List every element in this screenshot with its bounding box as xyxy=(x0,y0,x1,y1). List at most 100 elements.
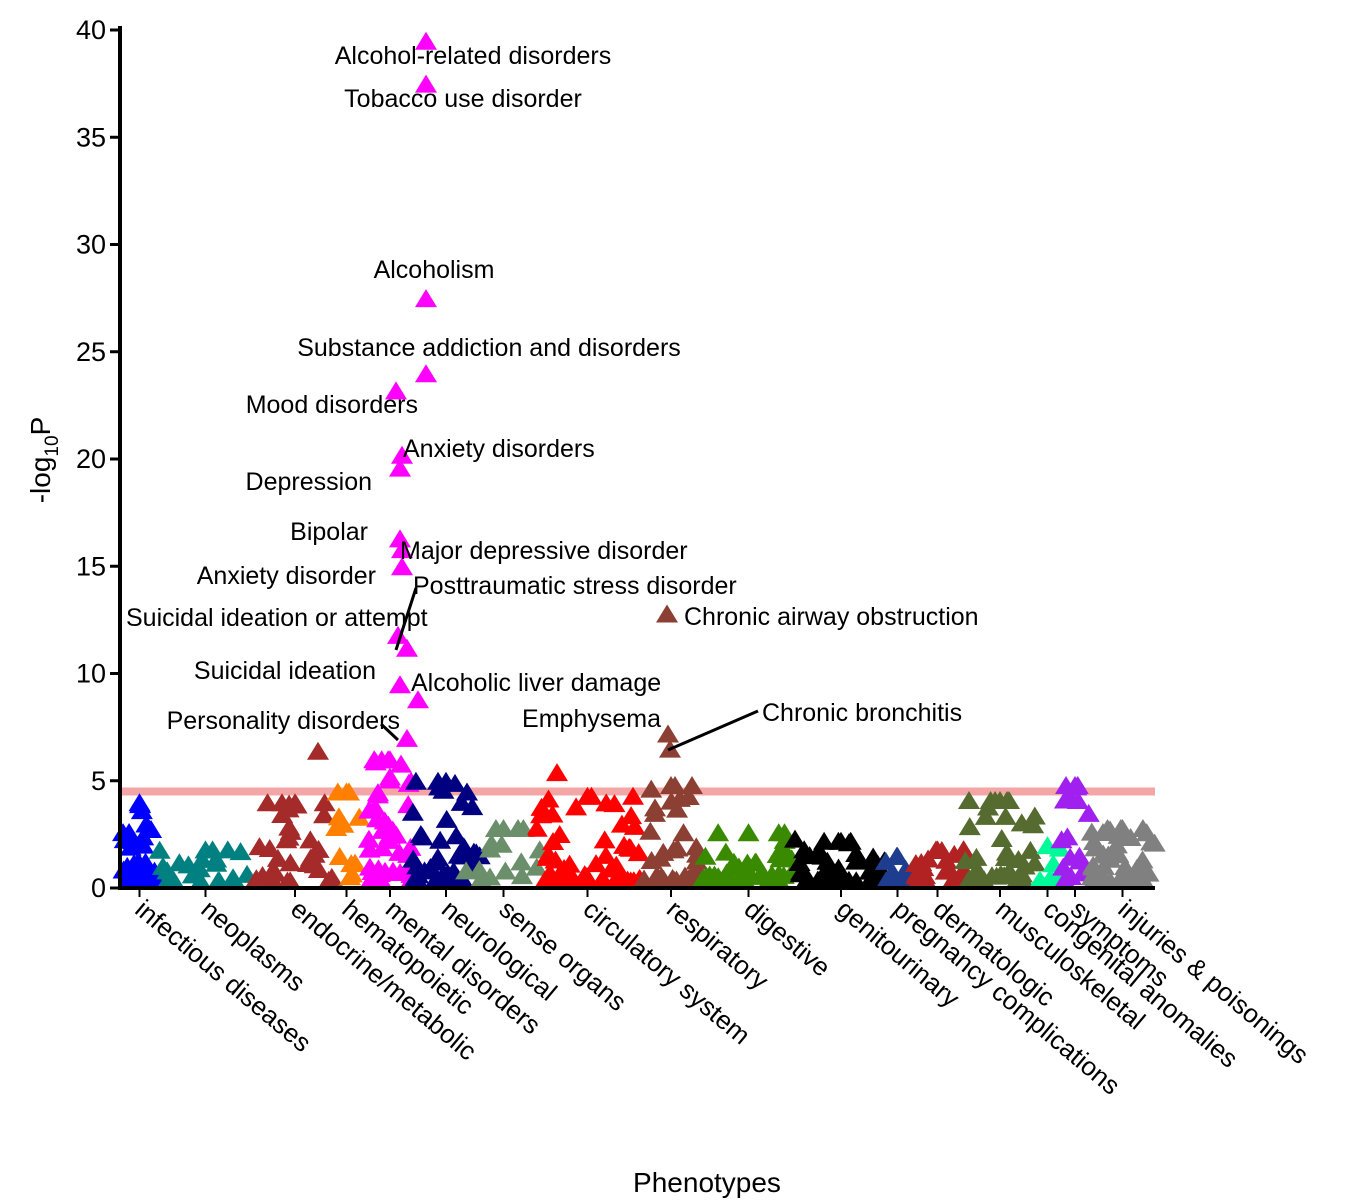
data-point xyxy=(1007,849,1030,868)
data-point xyxy=(307,839,330,858)
annotation-label: Alcohol-related disorders xyxy=(335,42,612,70)
data-point xyxy=(313,793,336,812)
data-point xyxy=(469,869,492,888)
data-point xyxy=(767,869,790,888)
data-point xyxy=(525,818,548,837)
data-point xyxy=(151,856,174,875)
data-point xyxy=(666,799,689,818)
data-point xyxy=(722,852,745,871)
data-point xyxy=(639,821,662,840)
data-point xyxy=(492,818,515,837)
data-point xyxy=(862,847,885,866)
annotation-label: Chronic airway obstruction xyxy=(684,603,979,631)
data-point xyxy=(958,817,981,836)
data-point xyxy=(995,842,1018,861)
data-point xyxy=(974,806,997,825)
data-point xyxy=(1131,871,1154,890)
data-point xyxy=(279,853,302,872)
data-point xyxy=(694,846,717,865)
data-point xyxy=(788,853,811,872)
data-point xyxy=(307,741,329,760)
data-point xyxy=(590,869,613,888)
annotation-label: Substance addiction and disorders xyxy=(297,334,681,362)
data-point xyxy=(1082,857,1105,876)
annotated-point xyxy=(415,289,437,308)
data-point xyxy=(325,817,348,836)
y-tick-label: 5 xyxy=(91,766,106,796)
data-point xyxy=(737,823,760,842)
data-point xyxy=(943,844,966,863)
category-labels: infectious diseasesneoplasmsendocrine/me… xyxy=(130,894,1315,1101)
data-point xyxy=(990,829,1013,848)
data-point xyxy=(977,797,999,816)
data-point xyxy=(830,831,852,850)
data-point xyxy=(271,804,294,823)
annotation-label: Tobacco use disorder xyxy=(344,85,582,113)
leader-line xyxy=(394,587,418,651)
data-point xyxy=(1067,791,1089,810)
data-point xyxy=(685,837,708,856)
data-point xyxy=(444,773,466,792)
annotation-label: Alcoholism xyxy=(374,256,495,284)
y-tick-label: 15 xyxy=(76,551,106,581)
data-point xyxy=(1131,818,1154,837)
data-point xyxy=(1096,818,1119,837)
data-point xyxy=(205,849,228,868)
data-point xyxy=(886,846,909,865)
data-point xyxy=(784,829,806,848)
data-point xyxy=(390,754,412,773)
data-point xyxy=(456,782,478,801)
data-point xyxy=(994,806,1017,825)
data-point xyxy=(610,814,633,833)
x-axis-title: Phenotypes xyxy=(633,1167,781,1198)
annotation-label: Anxiety disorders xyxy=(403,435,595,463)
annotation-label: Mood disorders xyxy=(246,391,418,419)
annotation-layer: Alcohol-related disorders Tobacco use dis… xyxy=(126,42,979,735)
data-point xyxy=(644,798,667,817)
data-point xyxy=(339,867,362,886)
data-point xyxy=(1068,851,1091,870)
data-point xyxy=(606,869,629,888)
data-point xyxy=(576,786,599,805)
data-point xyxy=(357,829,380,848)
highlight-layer xyxy=(271,31,1089,848)
data-point xyxy=(806,870,829,889)
data-point xyxy=(338,782,360,801)
data-point xyxy=(426,868,449,887)
data-point xyxy=(328,847,351,866)
data-point xyxy=(698,865,721,884)
data-point xyxy=(884,871,907,890)
data-point xyxy=(525,857,548,876)
data-point xyxy=(344,853,367,872)
data-point xyxy=(653,871,676,890)
axis-layer: 0 5 10 15 20 25 30 35 40 xyxy=(76,15,1155,903)
data-point xyxy=(1097,845,1120,864)
data-point xyxy=(894,859,917,878)
data-point xyxy=(627,843,650,862)
annotated-point xyxy=(415,74,437,93)
data-point xyxy=(537,844,560,863)
data-point xyxy=(989,865,1012,884)
data-point xyxy=(1019,840,1042,859)
annotation-label: Alcoholic liver damage xyxy=(411,669,661,697)
data-point xyxy=(664,776,686,795)
data-point xyxy=(620,806,643,825)
data-point xyxy=(1129,854,1152,873)
y-axis-title: -log10P xyxy=(25,417,63,504)
annotation-label: Bipolar xyxy=(290,518,368,546)
data-point xyxy=(427,771,449,790)
y-tick-label: 20 xyxy=(76,444,106,474)
data-point xyxy=(1023,806,1046,825)
data-point xyxy=(546,763,568,782)
data-point xyxy=(618,837,641,856)
data-point xyxy=(593,830,616,849)
data-point xyxy=(1052,857,1075,876)
data-point xyxy=(1111,818,1134,837)
data-point xyxy=(1140,832,1163,851)
data-point xyxy=(831,867,854,886)
data-point xyxy=(279,871,302,890)
data-point xyxy=(640,850,663,869)
data-point xyxy=(1113,861,1136,880)
annotated-point xyxy=(657,724,679,743)
data-point xyxy=(1056,827,1079,846)
